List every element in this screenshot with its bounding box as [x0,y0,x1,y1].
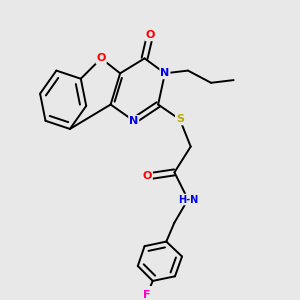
Text: S: S [176,114,184,124]
Text: N: N [129,116,138,126]
Text: O: O [97,53,106,63]
Text: F: F [143,290,151,300]
Text: O: O [145,30,155,40]
Text: O: O [142,171,152,182]
Text: H-N: H-N [178,194,198,205]
Text: N: N [160,68,170,78]
